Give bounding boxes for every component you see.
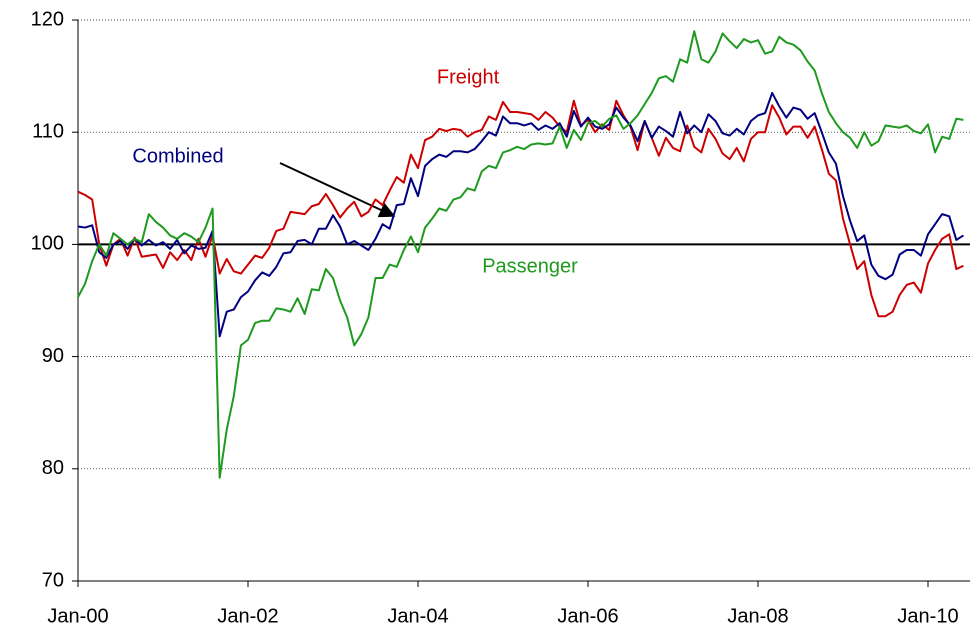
x-tick-label: Jan-00	[47, 605, 108, 627]
x-tick-label: Jan-06	[557, 605, 618, 627]
annotation-arrow	[279, 162, 396, 218]
series-label: Freight	[437, 66, 500, 88]
x-tick-label: Jan-04	[387, 605, 448, 627]
x-tick-label: Jan-08	[727, 605, 788, 627]
y-tick-label: 80	[42, 457, 64, 479]
y-tick-label: 70	[42, 569, 64, 591]
series-line	[77, 91, 964, 338]
series-line	[77, 30, 964, 479]
x-tick-label: Jan-10	[897, 605, 958, 627]
y-tick-label: 100	[31, 233, 64, 255]
series-line	[77, 99, 964, 318]
y-tick-label: 90	[42, 345, 64, 367]
x-tick-label: Jan-02	[217, 605, 278, 627]
y-tick-label: 110	[32, 120, 64, 142]
series-label: Combined	[132, 145, 223, 167]
series-label: Passenger	[482, 255, 578, 277]
y-tick-label: 120	[31, 8, 64, 30]
